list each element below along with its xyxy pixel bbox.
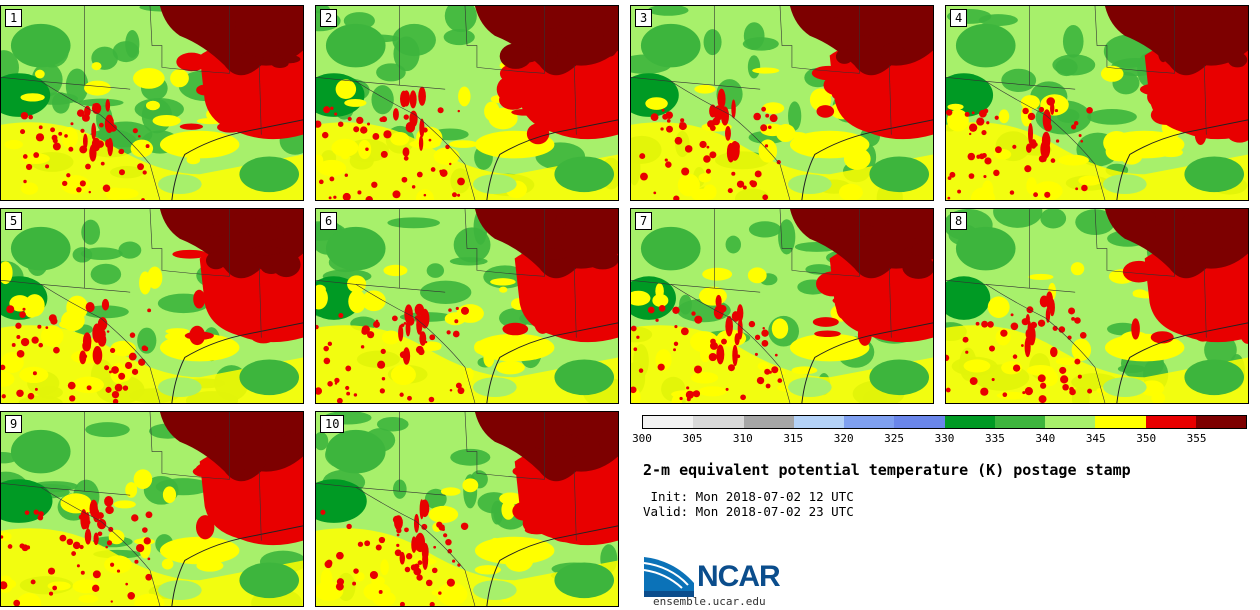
colorbar-segment — [994, 416, 1045, 428]
map-field — [1, 412, 303, 606]
ensemble-member-panel-6: 6 — [315, 208, 619, 404]
panel-number: 9 — [5, 415, 23, 433]
colorbar-tick-label: 320 — [833, 432, 854, 445]
colorbar-tick-label: 355 — [1186, 432, 1207, 445]
panel-number: 6 — [320, 212, 338, 230]
ncar-logo-icon — [643, 557, 694, 597]
valid-time: Valid: Mon 2018-07-02 23 UTC — [643, 504, 854, 519]
colorbar-tick-label: 325 — [884, 432, 905, 445]
colorbar-tick-label: 310 — [732, 432, 753, 445]
init-time: Init: Mon 2018-07-02 12 UTC — [643, 489, 854, 504]
colorbar-segment — [894, 416, 945, 428]
panel-number: 10 — [320, 415, 345, 433]
colorbar-tick-label: 335 — [984, 432, 1005, 445]
colorbar-segment — [1095, 416, 1146, 428]
colorbar-segment — [1195, 416, 1246, 428]
colorbar-tick-label: 350 — [1136, 432, 1157, 445]
panel-number: 2 — [320, 9, 338, 27]
map-field — [946, 6, 1248, 200]
panel-number: 1 — [5, 9, 23, 27]
website-url[interactable]: ensemble.ucar.edu — [653, 595, 766, 608]
ensemble-member-panel-9: 9 — [0, 411, 304, 607]
colorbar-segment — [944, 416, 995, 428]
map-field — [316, 6, 618, 200]
colorbar-tick-label: 305 — [682, 432, 703, 445]
map-field — [1, 6, 303, 200]
ensemble-member-panel-8: 8 — [945, 208, 1249, 404]
colorbar-tick-label: 340 — [1035, 432, 1056, 445]
panel-number: 8 — [950, 212, 968, 230]
colorbar-segment — [1145, 416, 1196, 428]
colorbar-ticks: 300 305 310 315 320 325 330 335 340 345 350 355 — [632, 432, 1247, 448]
colorbar-tick-label: 315 — [783, 432, 804, 445]
map-field — [316, 209, 618, 403]
colorbar-segment — [693, 416, 744, 428]
ensemble-member-panel-10: 10 — [315, 411, 619, 607]
ensemble-member-panel-1: 1 — [0, 5, 304, 201]
colorbar-tick-label: 300 — [632, 432, 652, 445]
map-field — [631, 209, 933, 403]
colorbar-tick-label: 330 — [934, 432, 955, 445]
ensemble-member-panel-5: 5 — [0, 208, 304, 404]
colorbar-segment — [643, 416, 694, 428]
map-field — [316, 412, 618, 606]
map-field — [946, 209, 1248, 403]
panel-number: 3 — [635, 9, 653, 27]
colorbar — [642, 415, 1247, 429]
colorbar-segment — [1045, 416, 1096, 428]
map-field — [631, 6, 933, 200]
map-field — [1, 209, 303, 403]
colorbar-segment — [844, 416, 895, 428]
ensemble-member-panel-7: 7 — [630, 208, 934, 404]
colorbar-segment — [743, 416, 794, 428]
colorbar-segment — [793, 416, 844, 428]
figure-title: 2-m equivalent potential temperature (K)… — [643, 461, 1131, 479]
logo-wordmark: NCAR — [697, 560, 781, 593]
panel-number: 4 — [950, 9, 968, 27]
colorbar-tick-label: 345 — [1085, 432, 1106, 445]
ensemble-member-panel-3: 3 — [630, 5, 934, 201]
panel-number: 5 — [5, 212, 23, 230]
ensemble-member-panel-4: 4 — [945, 5, 1249, 201]
ensemble-member-panel-2: 2 — [315, 5, 619, 201]
panel-number: 7 — [635, 212, 653, 230]
